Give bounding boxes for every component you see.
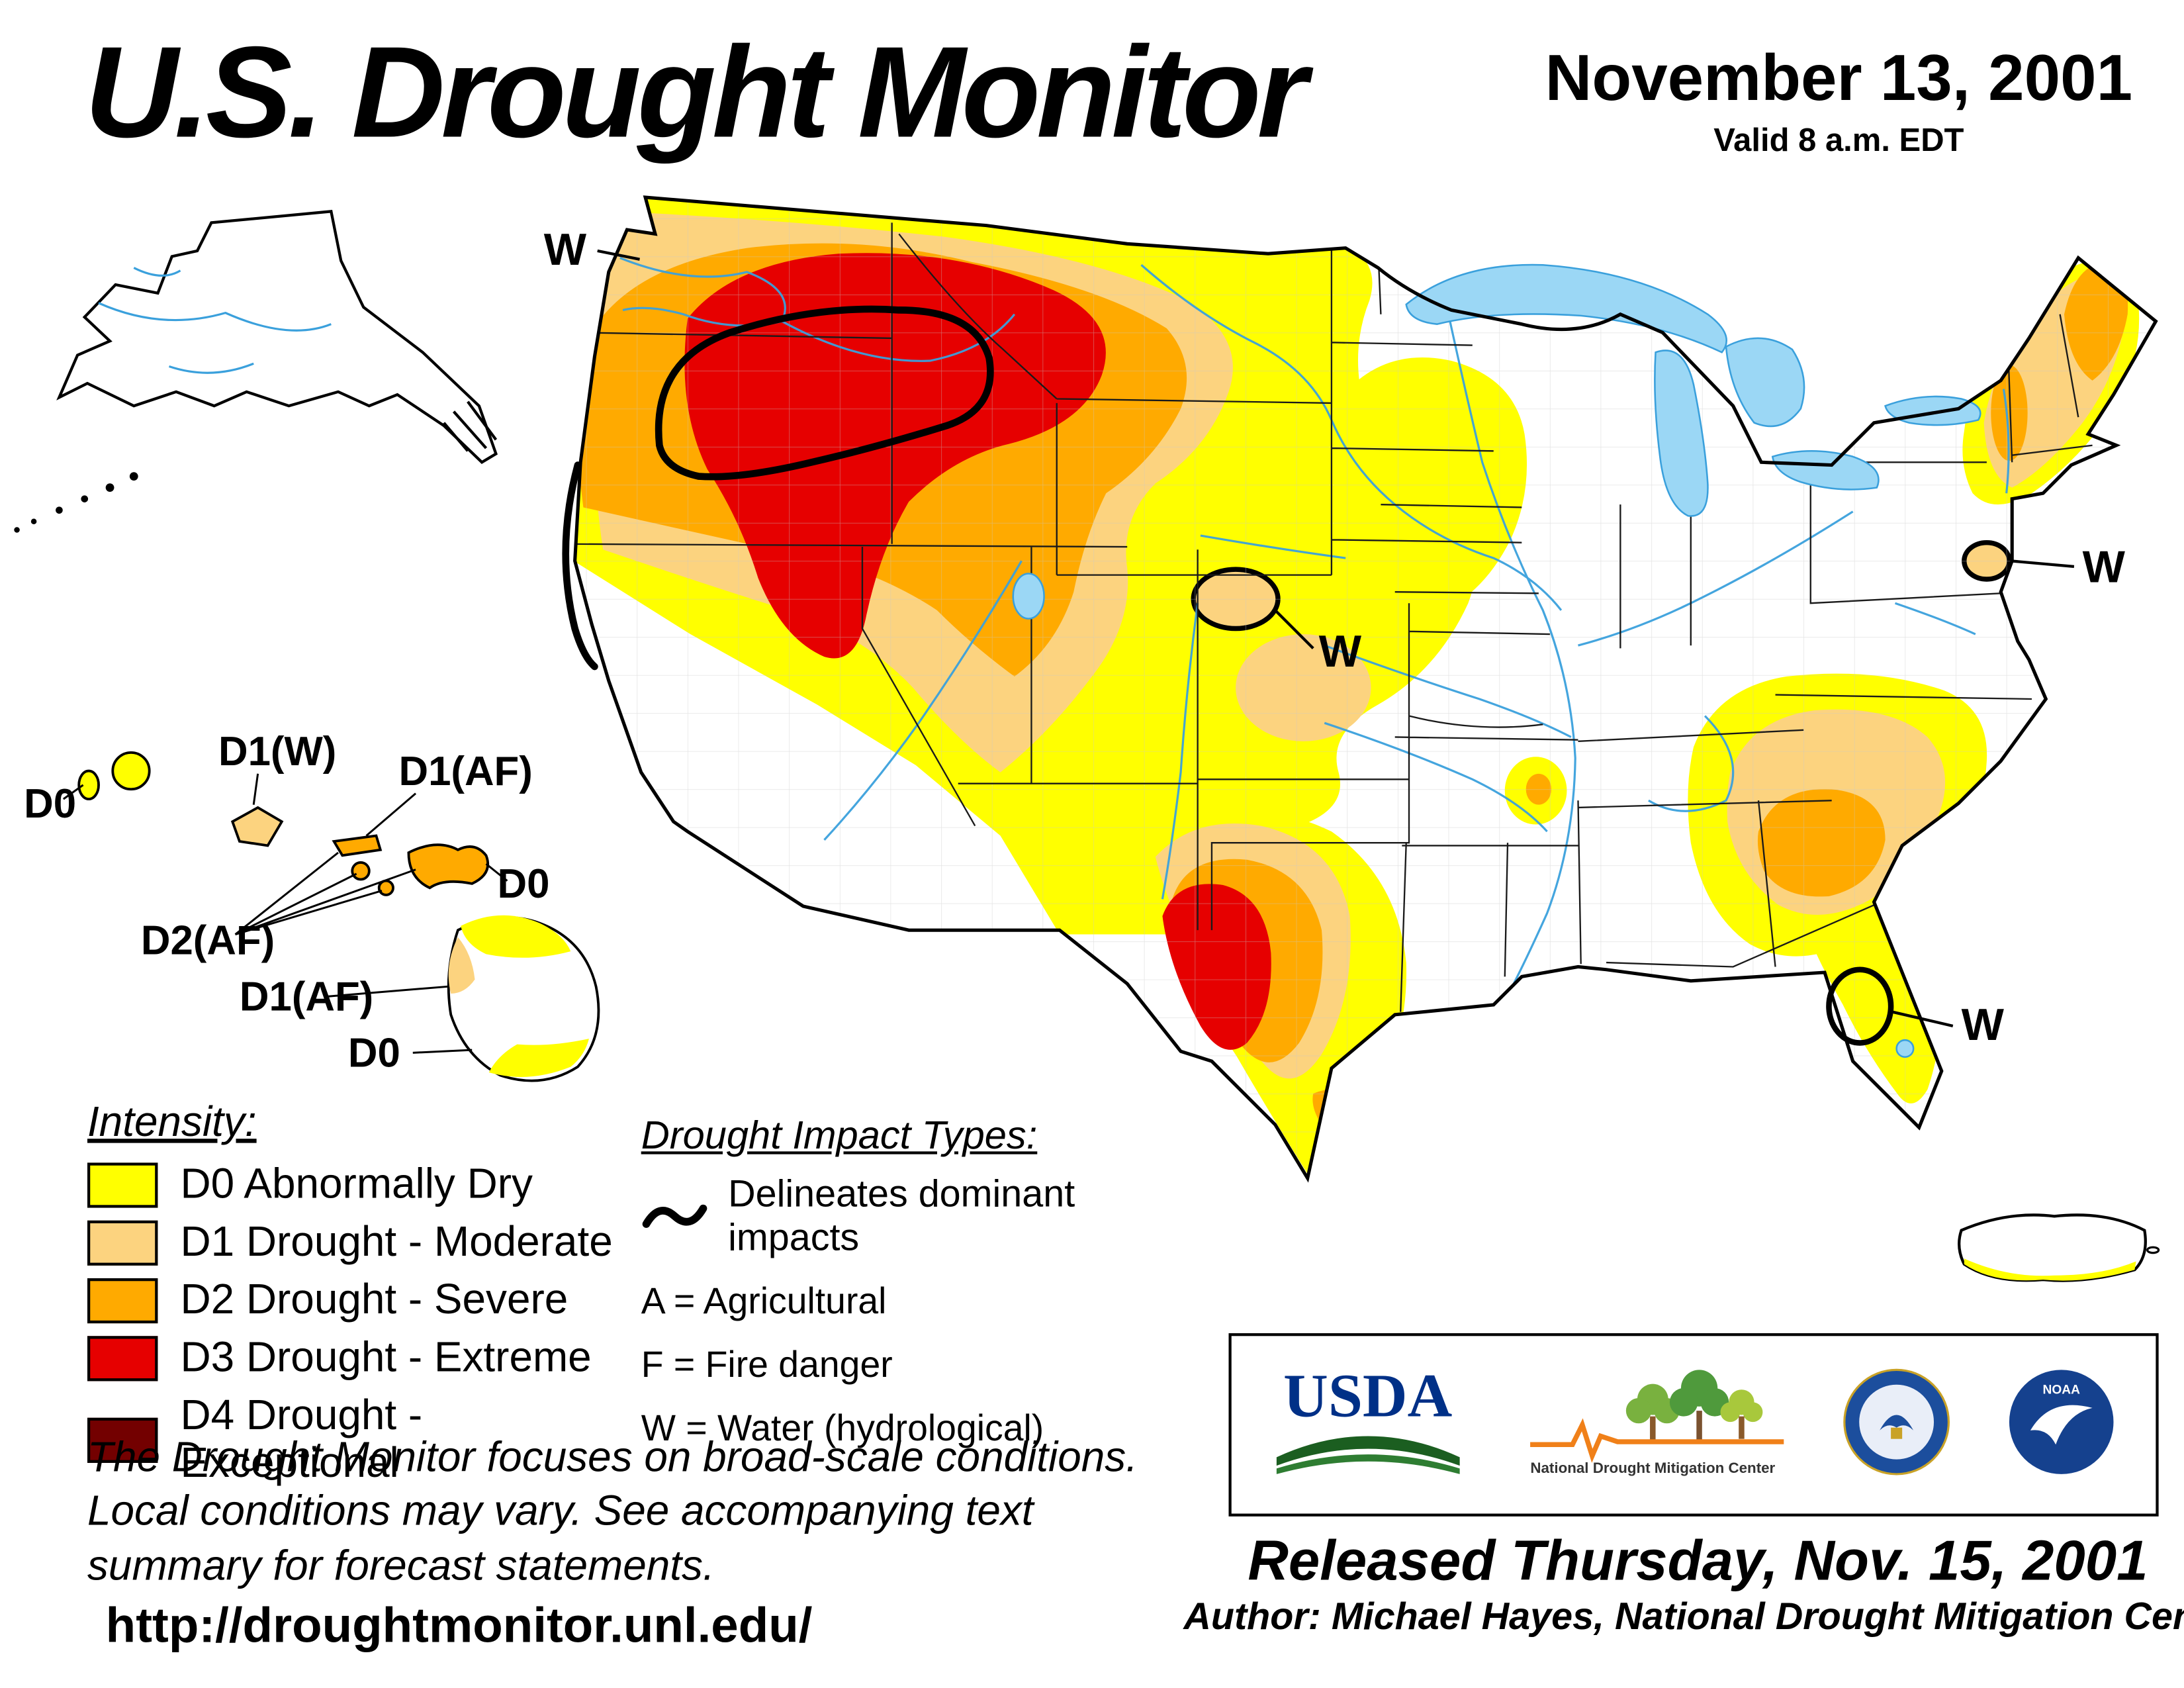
impact-delineation-outlines bbox=[562, 305, 1894, 1046]
ndmc-logo: National Drought Mitigation Center bbox=[1520, 1362, 1788, 1487]
hawaii-inset-map: D0 D1(W) D1(AF) D0 D2(AF) D1(AF) D0 bbox=[24, 729, 600, 1082]
hawaii-label-bigisland-nw: D1(AF) bbox=[240, 974, 373, 1019]
ndmc-trees-icon: National Drought Mitigation Center bbox=[1530, 1369, 1784, 1476]
legend-row-d0: D0 Abnormally Dry bbox=[87, 1161, 651, 1209]
alaska-panhandle-islands bbox=[443, 400, 498, 452]
commerce-seal-logo bbox=[1840, 1365, 1952, 1485]
impact-item-agricultural: A = Agricultural bbox=[641, 1280, 887, 1323]
released-date: Released Thursday, Nov. 15, 2001 bbox=[1248, 1530, 2148, 1593]
puerto-rico-d0-band bbox=[1964, 1258, 2136, 1281]
d3-label: D3 Drought - Extreme bbox=[180, 1335, 592, 1382]
d1-swatch bbox=[87, 1220, 158, 1266]
hawaii-label-central: D2(AF) bbox=[141, 917, 275, 963]
delineates-text: Delineates dominant impacts bbox=[728, 1172, 1075, 1259]
logo-box: USDA National Drough bbox=[1228, 1333, 2159, 1517]
d0-label: D0 Abnormally Dry bbox=[180, 1161, 533, 1208]
legend-row-d3: D3 Drought - Extreme bbox=[87, 1335, 651, 1382]
report-date: November 13, 2001 bbox=[1545, 40, 2133, 115]
w-label-newjersey: W bbox=[2083, 541, 2126, 592]
intensity-legend: Intensity: D0 Abnormally Dry D1 Drought … bbox=[87, 1100, 651, 1499]
impact-types-title: Drought Impact Types: bbox=[641, 1113, 1038, 1157]
intensity-legend-title: Intensity: bbox=[87, 1099, 257, 1146]
d0-swatch bbox=[87, 1162, 158, 1208]
report-date-block: November 13, 2001 Valid 8 a.m. EDT bbox=[1522, 40, 2156, 160]
delineates-row: Delineates dominant impacts bbox=[641, 1172, 1177, 1260]
hawaii-label-lines bbox=[62, 773, 508, 1054]
legend-row-d1: D1 Drought - Moderate bbox=[87, 1219, 651, 1267]
valid-time: Valid 8 a.m. EDT bbox=[1713, 121, 1964, 158]
usda-swoosh-icon bbox=[1276, 1436, 1460, 1475]
d1-label: D1 Drought - Moderate bbox=[180, 1219, 613, 1266]
hawaii-label-kauai: D0 bbox=[24, 781, 76, 827]
impact-types-legend: Drought Impact Types: Delineates dominan… bbox=[641, 1113, 1177, 1470]
legend-row-d2: D2 Drought - Severe bbox=[87, 1277, 651, 1325]
w-label-nebraska: W bbox=[1319, 626, 1362, 677]
usda-logo-text: USDA bbox=[1283, 1360, 1453, 1430]
author-line: Author: Michael Hayes, National Drought … bbox=[1183, 1595, 2184, 1638]
usda-logo: USDA bbox=[1269, 1360, 1467, 1482]
hawaii-label-molokai: D1(AF) bbox=[399, 749, 533, 794]
disclaimer-text: The Drought Monitor focuses on broad-sca… bbox=[87, 1434, 1138, 1590]
state-borders bbox=[574, 222, 2093, 1012]
alaska-inset-map bbox=[14, 210, 498, 533]
noaa-seal-icon: NOAA bbox=[2009, 1369, 2115, 1474]
w-label-florida: W bbox=[1962, 1000, 2005, 1050]
commerce-seal-icon bbox=[1843, 1368, 1950, 1475]
w-pointer-lines bbox=[597, 249, 2075, 1027]
alaska-rivers bbox=[98, 267, 332, 374]
d4-label: D4 Drought - Exceptional bbox=[180, 1392, 423, 1487]
legend-row-d4: D4 Drought - Exceptional bbox=[87, 1392, 651, 1488]
impact-item-water: W = Water (hydrological) bbox=[641, 1406, 1044, 1449]
noaa-logo: NOAA bbox=[2005, 1365, 2118, 1485]
hawaii-label-maui: D0 bbox=[498, 861, 550, 907]
d2-swatch bbox=[87, 1278, 158, 1324]
us-drought-map: W W W W bbox=[544, 181, 2177, 1203]
d2-label: D2 Drought - Severe bbox=[180, 1276, 569, 1324]
hawaii-islands bbox=[77, 751, 600, 1082]
website-url: http://droughtmonitor.unl.edu/ bbox=[105, 1598, 813, 1654]
puerto-rico-inset-map bbox=[1958, 1213, 2160, 1282]
noaa-logo-text: NOAA bbox=[2043, 1383, 2081, 1397]
w-label-northwest: W bbox=[544, 224, 587, 275]
ndmc-logo-text: National Drought Mitigation Center bbox=[1531, 1459, 1776, 1476]
hawaii-label-bigisland: D0 bbox=[348, 1031, 400, 1076]
great-lakes bbox=[1012, 263, 1981, 1058]
vieques-island bbox=[2146, 1246, 2160, 1254]
hawaii-bigisland-drought bbox=[448, 915, 589, 1077]
delineation-curve-icon bbox=[642, 1204, 707, 1228]
aleutian-islands bbox=[14, 472, 138, 533]
impact-item-fire: F = Fire danger bbox=[641, 1342, 893, 1385]
alaska-outline bbox=[56, 210, 498, 464]
d4-swatch bbox=[87, 1417, 158, 1463]
d3-swatch bbox=[87, 1336, 158, 1382]
hawaii-label-oahu: D1(W) bbox=[218, 729, 336, 774]
page-title: U.S. Drought Monitor bbox=[84, 21, 1308, 165]
